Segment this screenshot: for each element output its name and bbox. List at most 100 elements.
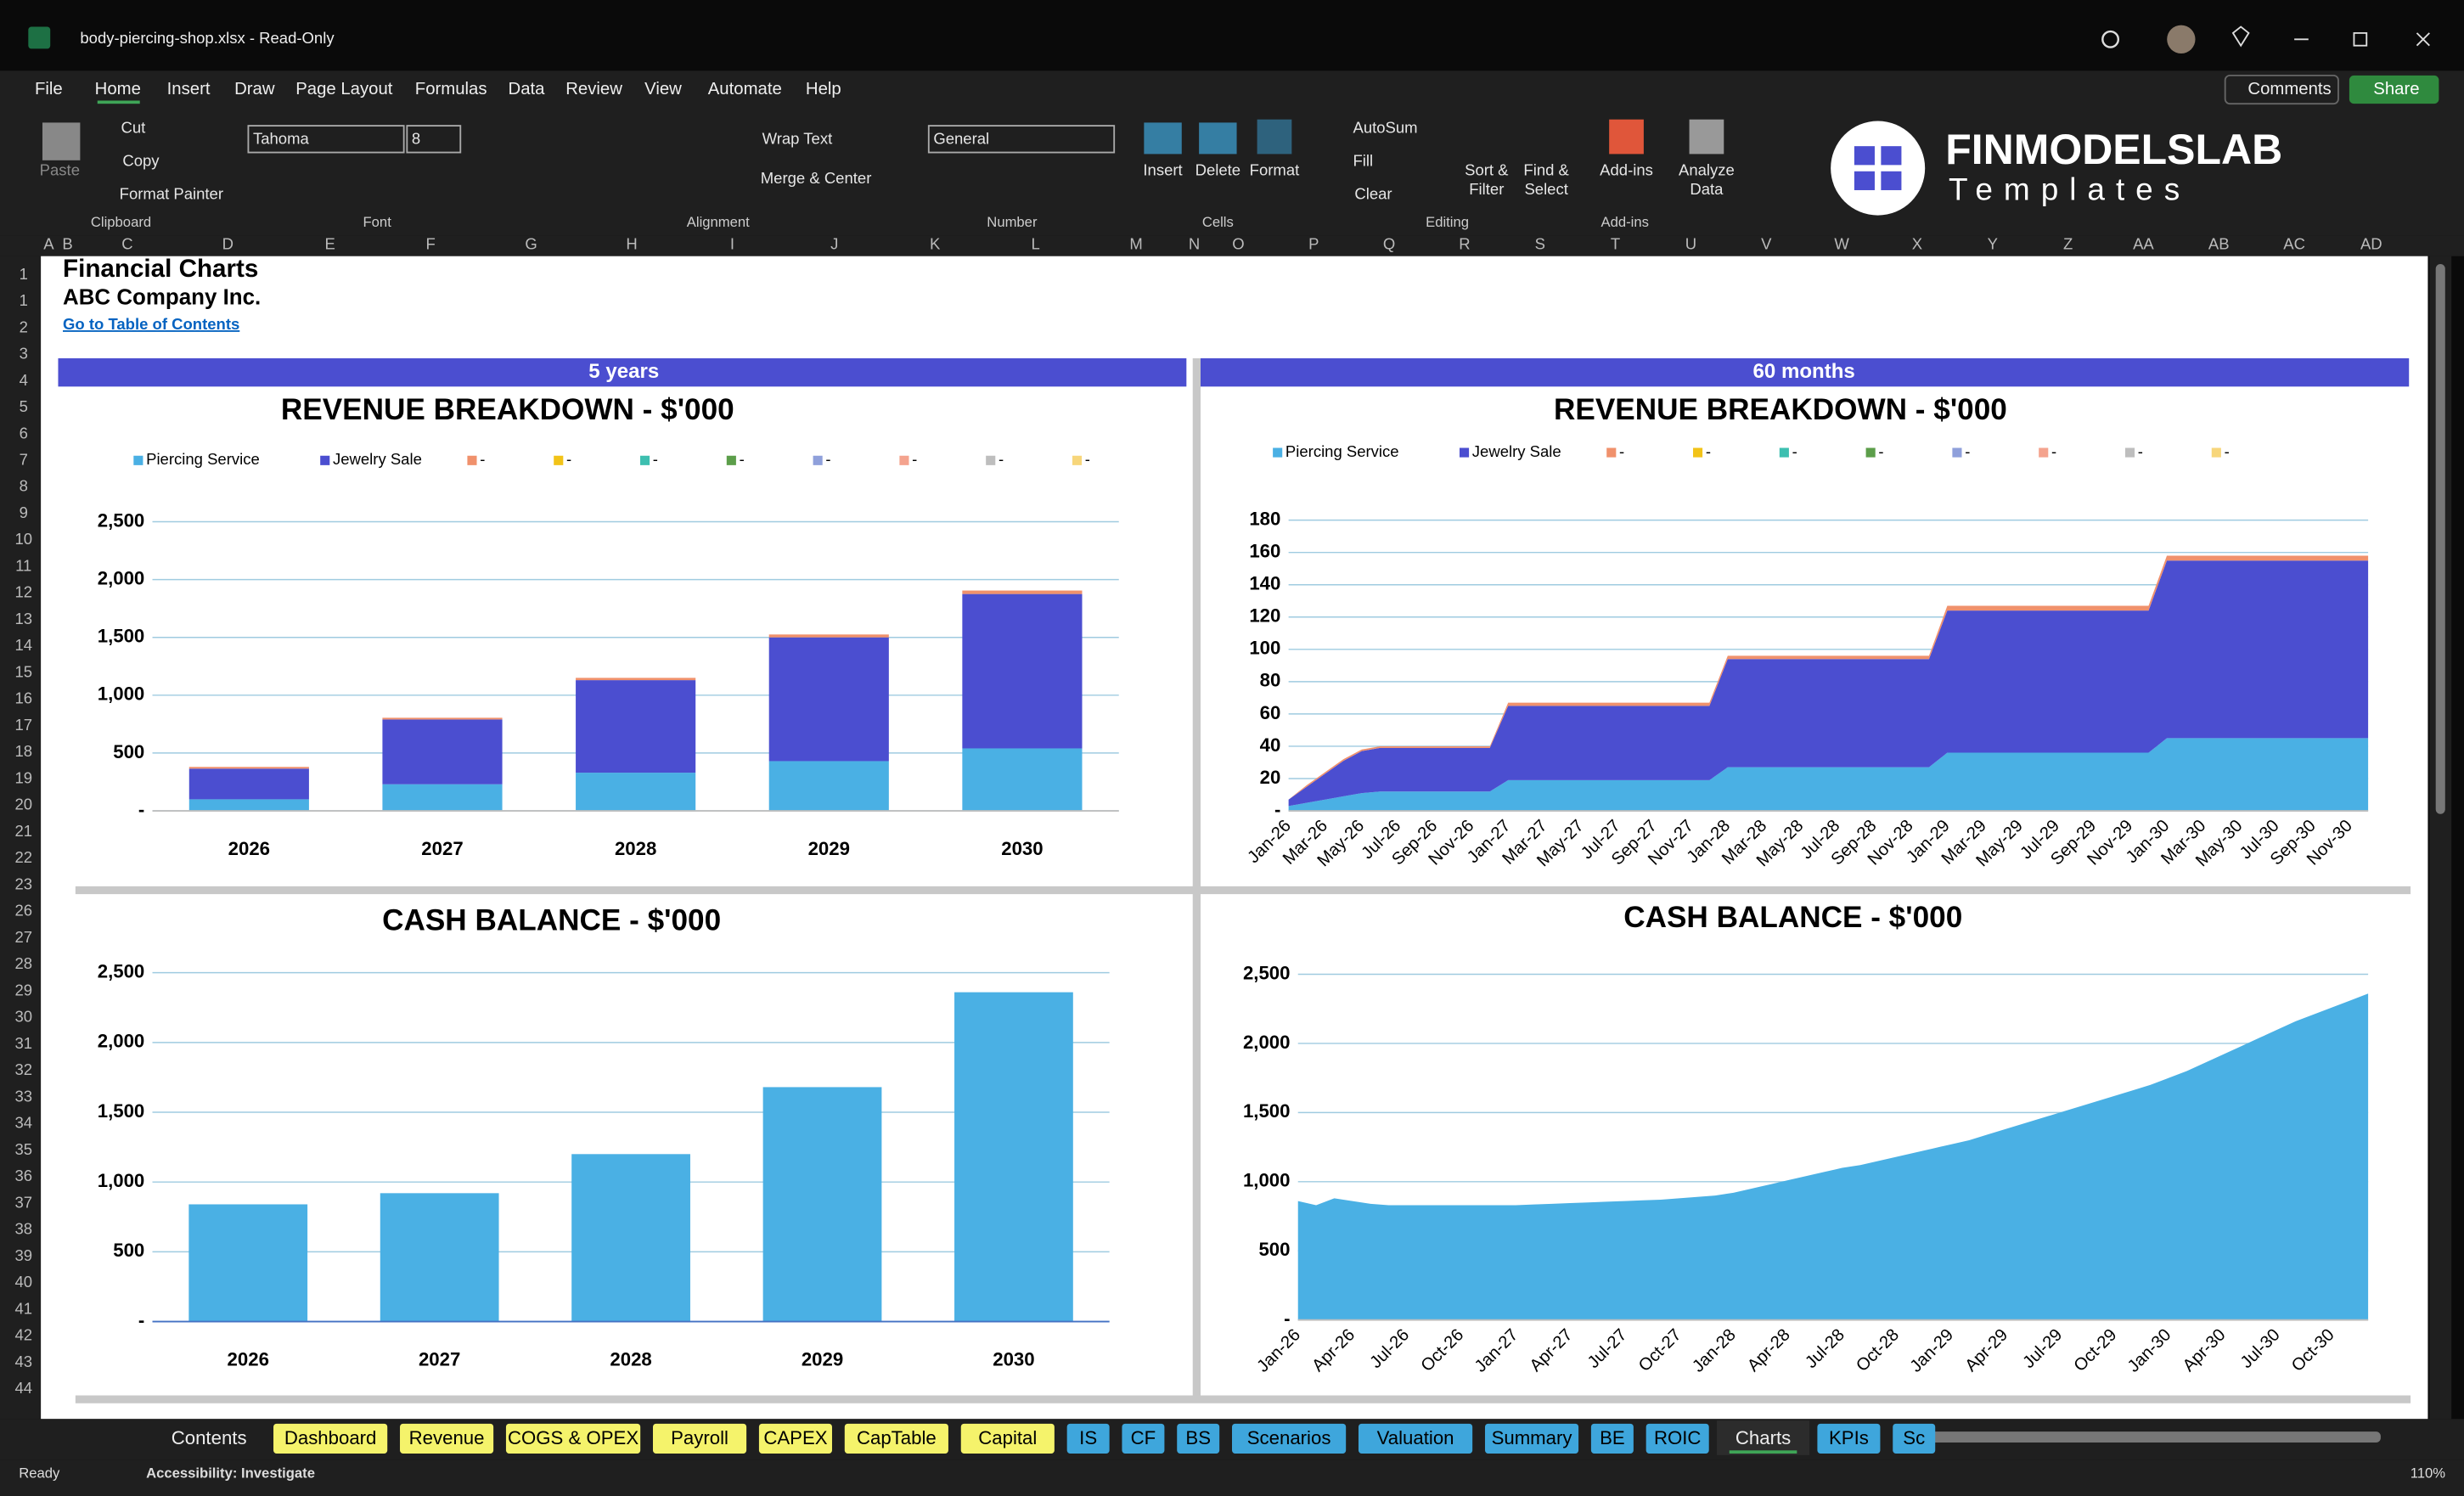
row-header: 37 [14, 1193, 32, 1211]
ribbon-button[interactable]: Select [1524, 180, 1567, 198]
ribbon-button[interactable]: Wrap Text [762, 130, 833, 148]
row-header: 22 [14, 848, 32, 866]
h-scroll-thumb[interactable] [1901, 1431, 2381, 1443]
menu-tab[interactable]: Formulas [415, 80, 487, 98]
row-header: 1 [20, 291, 28, 309]
menu-tab[interactable]: Data [509, 80, 546, 98]
status-accessibility[interactable]: Accessibility: Investigate [146, 1465, 315, 1481]
legend-swatch [1865, 447, 1876, 458]
column-header: M [1129, 235, 1142, 253]
sheet-tab-active[interactable] [1716, 1420, 1810, 1455]
sheet-tab[interactable]: KPIs [1829, 1427, 1869, 1448]
ribbon-button[interactable]: Analyze [1679, 161, 1735, 179]
ribbon-button[interactable]: Tahoma [253, 130, 310, 148]
column-header: A [43, 235, 54, 253]
sheet-tab-bg[interactable] [1066, 1423, 1110, 1454]
legend-swatch [554, 455, 564, 465]
comments-button[interactable] [2224, 74, 2339, 105]
ribbon-button[interactable]: Cut [121, 119, 146, 137]
ribbon-button[interactable]: Paste [40, 161, 80, 179]
ribbon-button[interactable]: Format Painter [120, 184, 223, 202]
ribbon-button[interactable]: AutoSum [1353, 119, 1418, 137]
menu-tab[interactable]: Page Layout [295, 80, 393, 98]
ribbon-button[interactable]: Find & [1523, 161, 1569, 179]
ribbon-button[interactable]: Delete [1195, 161, 1240, 179]
sheet-tab-bg[interactable] [1122, 1423, 1165, 1454]
search-icon[interactable] [2101, 30, 2120, 48]
menu-tab[interactable]: File [35, 80, 63, 98]
sheet-tab[interactable]: Dashboard [284, 1427, 377, 1448]
y-tick-label: 140 [1249, 573, 1280, 594]
sheet-tab-bg[interactable] [1893, 1423, 1936, 1454]
column-header: T [1611, 235, 1620, 253]
sheet-tab[interactable]: Valuation [1377, 1427, 1454, 1448]
comments[interactable]: Comments [2247, 80, 2331, 98]
ribbon-button[interactable]: Fill [1353, 152, 1374, 170]
menu-tab[interactable]: Review [565, 80, 622, 98]
sheet-tab-bg[interactable] [758, 1423, 832, 1454]
menu-tab[interactable]: Home [95, 80, 141, 98]
share[interactable]: Share [2373, 80, 2419, 98]
ribbon-button[interactable]: Data [1690, 180, 1724, 198]
sheet-tab[interactable]: BE [1600, 1427, 1625, 1448]
ribbon-button[interactable]: 8 [412, 130, 420, 148]
toc-link[interactable]: Go to Table of Contents [63, 315, 239, 333]
menu-tab[interactable]: Help [806, 80, 841, 98]
sheet-tab[interactable]: Sc [1903, 1427, 1925, 1448]
scroll-thumb[interactable] [2435, 263, 2445, 814]
menu-tab[interactable]: Automate [708, 80, 782, 98]
sheet-tab-bg[interactable] [844, 1423, 948, 1454]
sheet-tab[interactable]: CapTable [857, 1427, 937, 1448]
sheet-tab[interactable]: Payroll [671, 1427, 729, 1448]
sheet-tab[interactable]: Capital [978, 1427, 1037, 1448]
sheet-tab-bg[interactable] [1645, 1423, 1709, 1454]
restore[interactable] [2353, 31, 2368, 47]
sheet-tab[interactable]: ROIC [1654, 1427, 1701, 1448]
sheet-tab[interactable]: Contents [172, 1427, 247, 1448]
sheet-tab-bg[interactable] [1358, 1423, 1473, 1454]
diamond-icon[interactable] [2231, 25, 2250, 48]
sheet-tab[interactable]: IS [1079, 1427, 1097, 1448]
row-header: 15 [14, 662, 32, 680]
sheet-tab[interactable]: CF [1131, 1427, 1156, 1448]
sheet-tab-bg[interactable] [1484, 1423, 1579, 1454]
sheet-tab[interactable]: BS [1185, 1427, 1211, 1448]
sheet-tab-bg[interactable] [400, 1423, 494, 1454]
bar [188, 768, 309, 800]
y-tick-label: 2,000 [1243, 1032, 1291, 1053]
ribbon-button[interactable]: General [933, 130, 989, 148]
ribbon-button[interactable]: Copy [122, 152, 160, 170]
sheet-tab[interactable]: Revenue [409, 1427, 485, 1448]
close[interactable] [2416, 32, 2430, 47]
ribbon-group-label: Cells [1202, 214, 1234, 230]
sheet-tab-bg[interactable] [1590, 1423, 1634, 1454]
sheet-tab[interactable]: Summary [1492, 1427, 1573, 1448]
ribbon-button[interactable]: Merge & Center [761, 169, 872, 187]
sheet-tab-bg[interactable] [1232, 1423, 1347, 1454]
zoom-level[interactable]: 110% [2411, 1465, 2446, 1481]
avatar[interactable] [2167, 25, 2196, 53]
sheet-tab-bg[interactable] [960, 1423, 1055, 1454]
sheet-tab-bg[interactable] [652, 1423, 747, 1454]
sheet-tab[interactable]: Scenarios [1247, 1427, 1331, 1448]
ribbon-button[interactable]: Filter [1469, 180, 1504, 198]
ribbon-button[interactable]: Insert [1143, 161, 1182, 179]
sheet-tab-bg[interactable] [505, 1423, 641, 1454]
sheet-tab[interactable]: COGS & OPEX [508, 1427, 639, 1448]
ribbon-button[interactable]: Format [1250, 161, 1300, 179]
share-button[interactable] [2349, 75, 2439, 104]
sheet-tab-bg[interactable] [273, 1423, 388, 1454]
sheet-tab[interactable]: Charts [1735, 1427, 1791, 1448]
ribbon-icons [42, 119, 1724, 160]
sheet-tab-bg[interactable] [1817, 1423, 1881, 1454]
ribbon-button[interactable]: Sort & [1465, 161, 1509, 179]
sheet-tab-bg[interactable] [1177, 1423, 1220, 1454]
menu-tab[interactable]: View [644, 80, 682, 98]
bar [382, 719, 503, 785]
sheet-tab[interactable]: CAPEX [763, 1427, 827, 1448]
ribbon-button[interactable]: Add-ins [1600, 161, 1653, 179]
ribbon-button[interactable]: Clear [1354, 184, 1392, 202]
column-header: E [324, 235, 335, 253]
menu-tab[interactable]: Draw [234, 80, 275, 98]
menu-tab[interactable]: Insert [167, 80, 211, 98]
